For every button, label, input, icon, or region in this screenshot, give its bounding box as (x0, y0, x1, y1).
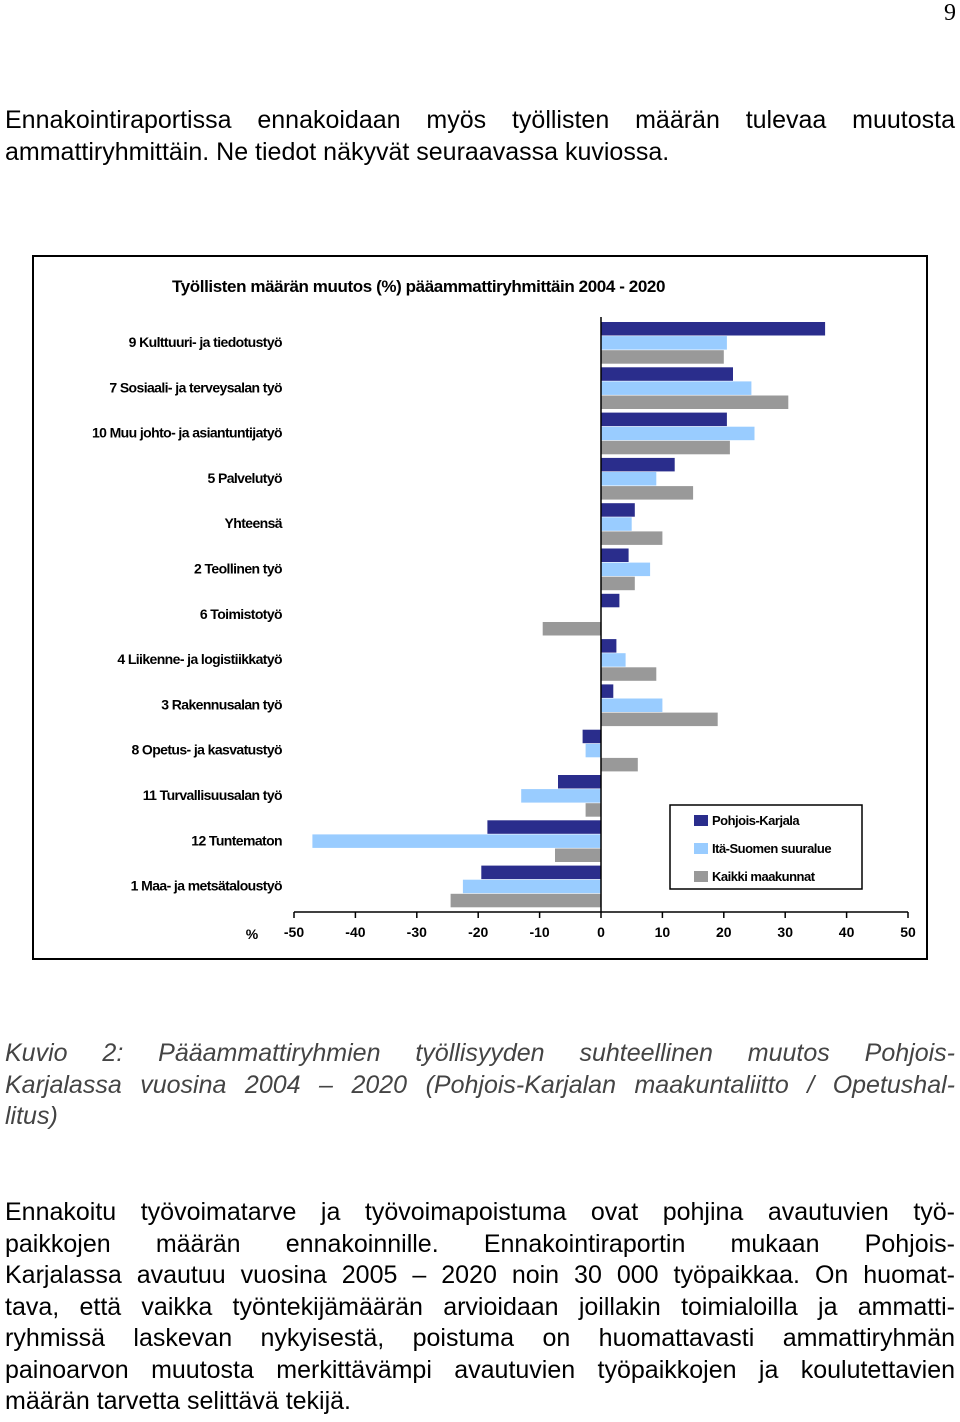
intro-line: ammattiryhmittäin. Ne tiedot näkyvät seu… (5, 137, 670, 166)
bar-3 (601, 350, 724, 364)
legend-swatch (694, 843, 708, 854)
category-label: 4 Liikenne- ja logistiikkatyö (117, 651, 282, 667)
body-line: painoarvon muutosta merkittävämpi avautu… (5, 1355, 955, 1384)
chart-frame: Työllisten määrän muutos (%) pääammattir… (32, 255, 928, 960)
bar-3 (601, 667, 657, 681)
body-paragraph: Ennakoitu työvoimatarve ja työvoimapoist… (5, 1197, 955, 1418)
bar-1 (601, 639, 617, 653)
bar-3 (450, 893, 601, 908)
bar-2 (601, 336, 727, 350)
bar-3 (542, 622, 601, 636)
x-tick-label: 0 (597, 924, 605, 940)
legend-label: Itä-Suomen suuralue (712, 841, 831, 856)
category-label: 1 Maa- ja metsätaloustyö (131, 878, 282, 894)
bar-1 (601, 503, 635, 517)
bar-2 (521, 789, 601, 803)
body-line: määrän tarvetta selittävä tekijä. (5, 1387, 351, 1415)
bar-1 (601, 684, 614, 698)
bar-1 (601, 457, 675, 472)
bar-1 (601, 548, 629, 562)
bar-2 (601, 381, 752, 395)
bar-3 (601, 757, 638, 772)
category-label: 12 Tuntematon (191, 832, 282, 848)
category-label: 9 Kulttuuri- ja tiedotustyö (129, 334, 282, 350)
x-tick-label: -10 (529, 924, 549, 940)
category-label: 5 Palvelutyö (207, 470, 282, 486)
bar-2 (601, 653, 626, 667)
legend-swatch (694, 871, 708, 882)
bar-3 (555, 848, 601, 862)
body-line: paikkojen määrän ennakoinnille. Ennakoin… (5, 1229, 955, 1258)
category-label: 11 Turvallisuusalan työ (143, 787, 282, 803)
bar-1 (601, 367, 733, 381)
bar-3 (585, 803, 601, 817)
bar-2 (601, 517, 632, 531)
intro-paragraph: Ennakointiraportissa ennakoidaan myös ty… (5, 105, 955, 168)
bar-2 (601, 426, 755, 441)
category-label: 6 Toimistotyö (200, 606, 282, 622)
bar-1 (601, 322, 826, 336)
x-tick-label: 50 (900, 924, 916, 940)
bar-1 (481, 865, 601, 880)
page-number: 9 (944, 0, 956, 26)
figure-caption: Kuvio 2: Pääammattiryhmien työllisyyden … (5, 1038, 955, 1133)
intro-line: Ennakointiraportissa ennakoidaan myös ty… (5, 106, 955, 134)
bar-2 (585, 743, 601, 758)
category-label: 2 Teollinen työ (194, 561, 282, 577)
x-tick-label: -30 (407, 924, 427, 940)
x-tick-label: -40 (345, 924, 365, 940)
bar-3 (601, 576, 635, 591)
legend-label: Pohjois-Karjala (712, 813, 800, 828)
bar-3 (601, 531, 663, 545)
category-label: 8 Opetus- ja kasvatustyö (131, 742, 282, 758)
body-line: ryhmissä laskevan nykyisestä, poistuma o… (5, 1324, 955, 1352)
x-tick-label: 10 (655, 924, 671, 940)
caption-line: Karjalassa vuosina 2004 – 2020 (Pohjois-… (5, 1070, 955, 1099)
bar-1 (601, 593, 620, 608)
bar-1 (558, 775, 601, 789)
bar-2 (312, 834, 601, 848)
bar-chart: Työllisten määrän muutos (%) pääammattir… (92, 277, 916, 942)
category-label: Yhteensä (225, 515, 283, 531)
bar-2 (601, 472, 657, 486)
body-line: Ennakoitu työvoimatarve ja työvoimapoist… (5, 1198, 955, 1226)
bar-2 (462, 879, 601, 894)
category-label: 10 Muu johto- ja asiantuntijatyö (92, 425, 282, 441)
bar-1 (601, 412, 727, 427)
x-tick-label: 20 (716, 924, 732, 940)
x-tick-label: -50 (284, 924, 304, 940)
category-label: 7 Sosiaali- ja terveysalan työ (109, 379, 282, 395)
chart-title: Työllisten määrän muutos (%) pääammattir… (172, 277, 665, 296)
bar-2 (601, 562, 651, 577)
body-line: tava, että vaikka työntekijämäärän arvio… (5, 1292, 955, 1321)
legend-swatch (694, 815, 708, 826)
x-tick-label: -20 (468, 924, 488, 940)
bar-2 (601, 698, 663, 712)
bar-1 (487, 820, 601, 834)
bar-3 (601, 712, 718, 727)
category-label: 3 Rakennusalan työ (161, 696, 282, 712)
bar-3 (601, 440, 730, 455)
bar-1 (582, 729, 601, 744)
bar-3 (601, 486, 694, 500)
legend-label: Kaikki maakunnat (712, 869, 816, 884)
body-line: Karjalassa avautuu vuosina 2005 – 2020 n… (5, 1261, 955, 1289)
bar-3 (601, 395, 789, 409)
x-tick-label: 40 (839, 924, 855, 940)
caption-line: Kuvio 2: Pääammattiryhmien työllisyyden … (5, 1039, 955, 1067)
caption-line: litus) (5, 1102, 58, 1130)
x-tick-label: 30 (777, 924, 793, 940)
x-axis-label: % (246, 926, 259, 942)
